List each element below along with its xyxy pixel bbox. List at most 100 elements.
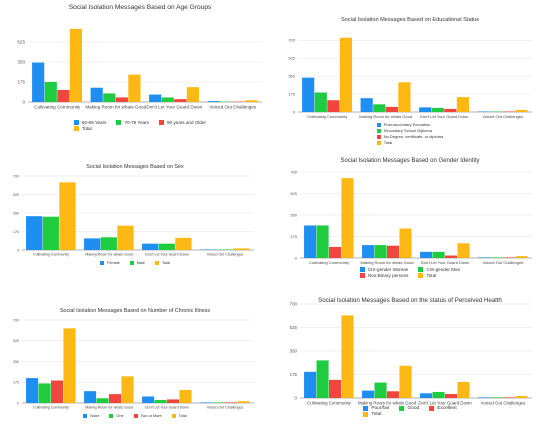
bar: [175, 237, 192, 250]
chart-panel-chronic-illness: Social Isolation Messages Based on Numbe…: [0, 282, 270, 429]
legend-label: Secondary School Diploma: [383, 128, 432, 133]
bar: [96, 398, 109, 403]
legend-swatch: [429, 406, 435, 411]
legend-item: Non-Binary persons: [359, 273, 408, 278]
legend-item: Good: [399, 406, 419, 411]
chart-svg: 0 175 350 525 Cultivating Community Making Ro…: [17, 28, 262, 110]
chart-title: Social Isolation Messages Based on Numbe…: [59, 308, 211, 314]
x-tick-label: Cultivating Community: [34, 105, 81, 110]
bar: [207, 101, 220, 102]
bar: [445, 255, 458, 258]
bar: [149, 94, 162, 102]
chart-legend: Post-secondary Education Secondary School…: [270, 122, 550, 145]
bar: [121, 376, 134, 403]
legend-swatch: [83, 414, 88, 418]
legend-item: Post-secondary Education: [376, 122, 444, 127]
chart-panel-educational-status: Social Isolation Messages Based on Educa…: [270, 0, 550, 145]
y-tick-label: 175: [288, 91, 295, 96]
bar: [69, 28, 83, 102]
chart-legend: Poor/fair Good Excellent Total: [270, 406, 550, 417]
legend-item: Excellent: [429, 406, 457, 411]
legend-label: Total: [178, 414, 187, 418]
y-tick-label: 175: [290, 372, 298, 377]
bar: [399, 228, 412, 258]
legend-label: None: [90, 414, 100, 418]
bar: [316, 225, 329, 258]
bar: [503, 397, 516, 398]
x-tick-label: Making Room for whats Good: [85, 253, 133, 257]
legend-label: Good: [407, 406, 420, 411]
y-tick-label: 350: [17, 60, 25, 65]
y-tick-label: 175: [13, 230, 19, 234]
y-tick-label: 700: [290, 169, 297, 174]
bar: [59, 182, 76, 250]
x-tick-label: Voiced Out Challenges: [483, 260, 524, 265]
y-tick-label: 700: [290, 302, 298, 307]
chart-legend: CIS-gender Woman CIS-gender Man Non-Binary…: [270, 267, 550, 278]
chart-legend: Female Male Total: [0, 261, 270, 265]
x-tick-label: Cultivating Community: [307, 400, 352, 405]
bar: [63, 328, 76, 403]
bar: [302, 77, 315, 112]
legend-item: Two or More: [133, 414, 162, 418]
bar: [444, 108, 457, 112]
chart-panel-gender-identity: Social Isolation Messages Based on Gende…: [270, 142, 550, 278]
bar: [419, 107, 432, 112]
bar: [399, 365, 412, 398]
x-tick-label: Don't Let Your Guard Down: [418, 400, 472, 405]
legend-swatch: [363, 406, 369, 411]
bar: [158, 243, 175, 250]
legend-label: Male: [136, 261, 145, 265]
x-tick-label: Cultivating Community: [309, 260, 349, 265]
y-tick-label: 0: [22, 100, 25, 105]
x-tick-label: Don't Let Your Guard Down: [145, 406, 189, 410]
bar: [503, 257, 516, 258]
bar: [478, 397, 491, 398]
y-tick-label: 525: [290, 191, 297, 196]
legend-swatch: [376, 128, 381, 133]
legend-swatch: [359, 273, 365, 278]
bar: [245, 100, 258, 102]
bar: [57, 90, 70, 102]
legend-label: CIS-gender Man: [426, 267, 461, 272]
bar: [502, 111, 515, 112]
bar: [457, 243, 470, 258]
bar: [186, 87, 200, 102]
y-tick-label: 700: [13, 318, 19, 322]
legend-label: CIS-gender Woman: [367, 267, 409, 272]
bar: [233, 248, 250, 250]
legend-label: No Degree, certificate, or diploma: [383, 134, 444, 139]
bar: [490, 397, 503, 398]
y-tick-label: 0: [17, 401, 19, 405]
x-tick-label: Don't Let Your Guard Down: [146, 105, 202, 110]
bar: [51, 380, 64, 403]
x-tick-label: Voiced Out Challenges: [209, 105, 256, 110]
bar: [142, 243, 159, 250]
legend-swatch: [376, 122, 381, 127]
bar: [90, 87, 103, 102]
legend-item: Male: [129, 261, 145, 265]
legend-label: 60-69 Years: [81, 120, 107, 125]
bar: [117, 225, 134, 250]
y-tick-label: 525: [13, 193, 19, 197]
bar: [387, 245, 400, 258]
bar: [515, 109, 528, 112]
bar: [445, 393, 458, 398]
bar: [304, 371, 317, 398]
chart-panel-age-groups: Social Isolation Messages Based on Age G…: [0, 0, 280, 142]
legend-swatch: [376, 134, 381, 139]
x-tick-label: Making Room for whats Good: [361, 260, 414, 265]
legend-item: 80 years and Older: [158, 120, 206, 125]
y-tick-label: 525: [290, 325, 298, 330]
chart-title: Social Isolation Messages Based on Educa…: [340, 17, 480, 23]
bar: [385, 106, 398, 112]
legend-swatch: [363, 412, 369, 417]
bar: [362, 390, 375, 398]
bar: [174, 99, 187, 102]
legend-item: Female: [100, 261, 120, 265]
bar: [373, 104, 386, 112]
legend-swatch: [129, 261, 134, 265]
legend-label: Female: [107, 261, 120, 265]
y-tick-label: 525: [17, 40, 25, 45]
bar: [490, 257, 503, 258]
